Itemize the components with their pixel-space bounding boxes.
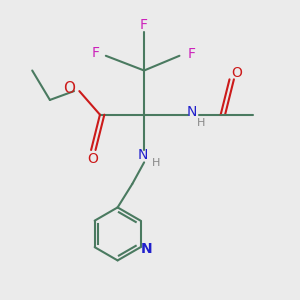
Text: F: F [140,18,148,32]
Text: N: N [141,242,153,256]
Text: H: H [152,158,161,168]
Text: F: F [92,46,100,60]
Text: O: O [63,81,75,96]
Text: H: H [197,118,206,128]
Text: O: O [87,152,98,166]
Text: F: F [187,47,195,61]
Text: O: O [231,66,242,80]
Text: N: N [187,105,197,119]
Text: N: N [137,148,148,162]
